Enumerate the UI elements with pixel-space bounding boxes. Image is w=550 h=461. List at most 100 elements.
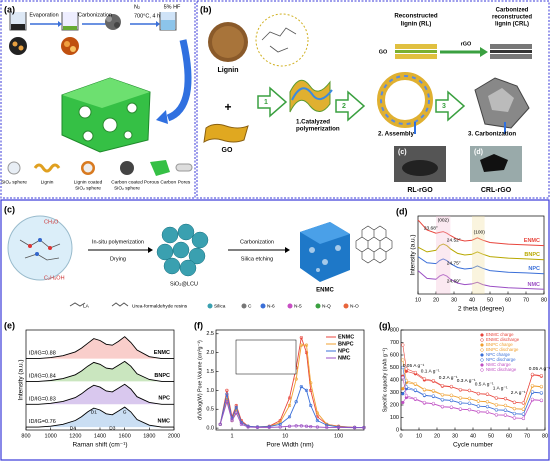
point bbox=[401, 365, 405, 370]
point bbox=[225, 392, 229, 396]
point bbox=[401, 343, 405, 347]
y-axis-label: Specific capacity (mAh g⁻¹) bbox=[382, 348, 388, 413]
label: (c) bbox=[398, 149, 407, 156]
legend-marker bbox=[480, 343, 484, 347]
point bbox=[440, 404, 445, 409]
label: 3. Carbonization bbox=[468, 131, 516, 138]
point bbox=[413, 382, 418, 386]
y-tick-label: 2.5 bbox=[206, 331, 214, 337]
y-tick-label: 300 bbox=[390, 390, 399, 396]
point bbox=[294, 400, 298, 404]
ratio-value: 0.88 bbox=[45, 351, 56, 357]
panel-label: (a) bbox=[4, 4, 15, 14]
y-tick-label: 100 bbox=[390, 415, 399, 421]
point bbox=[336, 425, 341, 429]
plot-frame bbox=[417, 215, 545, 295]
legend-marker bbox=[480, 353, 484, 357]
x-axis-label: Raman shift (cm⁻¹) bbox=[72, 442, 127, 449]
series-line bbox=[26, 406, 174, 428]
panel-a-art bbox=[7, 12, 193, 176]
point bbox=[467, 401, 472, 405]
legend-text: NMC discharge bbox=[486, 367, 517, 372]
ratio-prefix: ID/IG= bbox=[29, 420, 45, 426]
point bbox=[521, 412, 526, 416]
legend-text: Pores bbox=[178, 179, 191, 185]
label: polymerization bbox=[296, 126, 340, 133]
label: Carbonization bbox=[240, 239, 274, 245]
label: SiO₂@LCU bbox=[170, 281, 198, 287]
series-label: ENMC bbox=[154, 350, 170, 356]
annotation: 24.75° bbox=[447, 260, 461, 266]
panel-label: (d) bbox=[396, 206, 408, 216]
y-tick-label: 1.0 bbox=[206, 388, 214, 394]
point bbox=[539, 373, 544, 378]
label: CH₃O bbox=[44, 219, 59, 225]
label: Reconstructed bbox=[394, 13, 438, 20]
label: ENMC bbox=[316, 288, 334, 294]
legend-text: NPC charge bbox=[486, 352, 510, 357]
area bbox=[26, 384, 174, 405]
point bbox=[467, 388, 472, 393]
x-tick-label: 1 bbox=[231, 433, 234, 439]
legend-text: Porous Carbon bbox=[144, 179, 177, 185]
rate-label: 0.05 A g⁻¹ bbox=[403, 363, 425, 369]
legend-text: N-6 bbox=[267, 303, 275, 309]
point bbox=[494, 408, 499, 412]
point bbox=[325, 423, 329, 427]
point bbox=[299, 385, 303, 389]
label: + bbox=[224, 100, 231, 114]
legend-text: SiO₂ sphere bbox=[114, 185, 140, 191]
panel-label: (b) bbox=[200, 4, 212, 14]
ratio-value: 0.83 bbox=[45, 397, 56, 403]
point bbox=[353, 426, 357, 430]
point bbox=[449, 393, 454, 397]
point bbox=[404, 393, 409, 398]
y-tick-label: 0.0 bbox=[206, 426, 214, 432]
series-line bbox=[417, 256, 545, 275]
annotation: 24.69° bbox=[447, 278, 461, 284]
rate-label: 0.1 A g⁻¹ bbox=[421, 369, 440, 375]
label: Carbonized bbox=[496, 8, 529, 14]
point bbox=[530, 390, 535, 394]
point bbox=[458, 387, 463, 392]
series-line bbox=[26, 336, 174, 360]
rate-label: 2 A g⁻¹ bbox=[511, 390, 526, 396]
x-axis-label: Cycle number bbox=[453, 442, 494, 449]
label: RL-rGO bbox=[407, 187, 433, 194]
legend-text: ENMC bbox=[338, 334, 354, 340]
label: N₂ bbox=[134, 4, 140, 10]
series-line bbox=[219, 344, 364, 428]
point bbox=[476, 391, 481, 396]
point bbox=[287, 415, 292, 419]
x-tick-label: 800 bbox=[21, 433, 30, 439]
annotation: 23.68° bbox=[424, 225, 438, 231]
label: In-situ polymerization bbox=[92, 239, 144, 245]
series-line bbox=[417, 219, 545, 247]
label: Drying bbox=[110, 256, 126, 262]
point bbox=[467, 407, 472, 412]
point bbox=[422, 377, 427, 381]
y-tick-label: 200 bbox=[390, 402, 399, 408]
point bbox=[294, 377, 298, 381]
point bbox=[476, 409, 481, 414]
legend-text: NPC bbox=[338, 348, 350, 354]
point bbox=[521, 401, 526, 405]
x-tick-label: 50 bbox=[487, 297, 493, 303]
point bbox=[309, 403, 313, 408]
x-axis-label: Pore Width (nm) bbox=[266, 442, 313, 449]
point bbox=[485, 410, 490, 414]
point bbox=[299, 335, 303, 340]
legend-text: SiO₂ sphere bbox=[75, 185, 101, 191]
rate-label: 0.3 A g⁻¹ bbox=[457, 378, 476, 384]
y-axis-label: Intensity (a.u.) bbox=[18, 359, 25, 400]
x-tick-label: 2000 bbox=[168, 433, 180, 439]
series-line bbox=[26, 360, 174, 382]
y-axis-label: dV/dlog(W) Pore Volume (cm³g⁻¹) bbox=[197, 340, 203, 420]
rate-label: 0.2 A g⁻¹ bbox=[439, 375, 458, 381]
point bbox=[230, 418, 234, 423]
legend-text: Lignin coated bbox=[74, 179, 103, 185]
legend-text: BNPC bbox=[338, 341, 354, 347]
x-axis-label: 2 theta (degree) bbox=[458, 306, 504, 313]
x-tick-label: 40 bbox=[470, 433, 476, 439]
label: 700°C, 4 h bbox=[134, 13, 160, 19]
